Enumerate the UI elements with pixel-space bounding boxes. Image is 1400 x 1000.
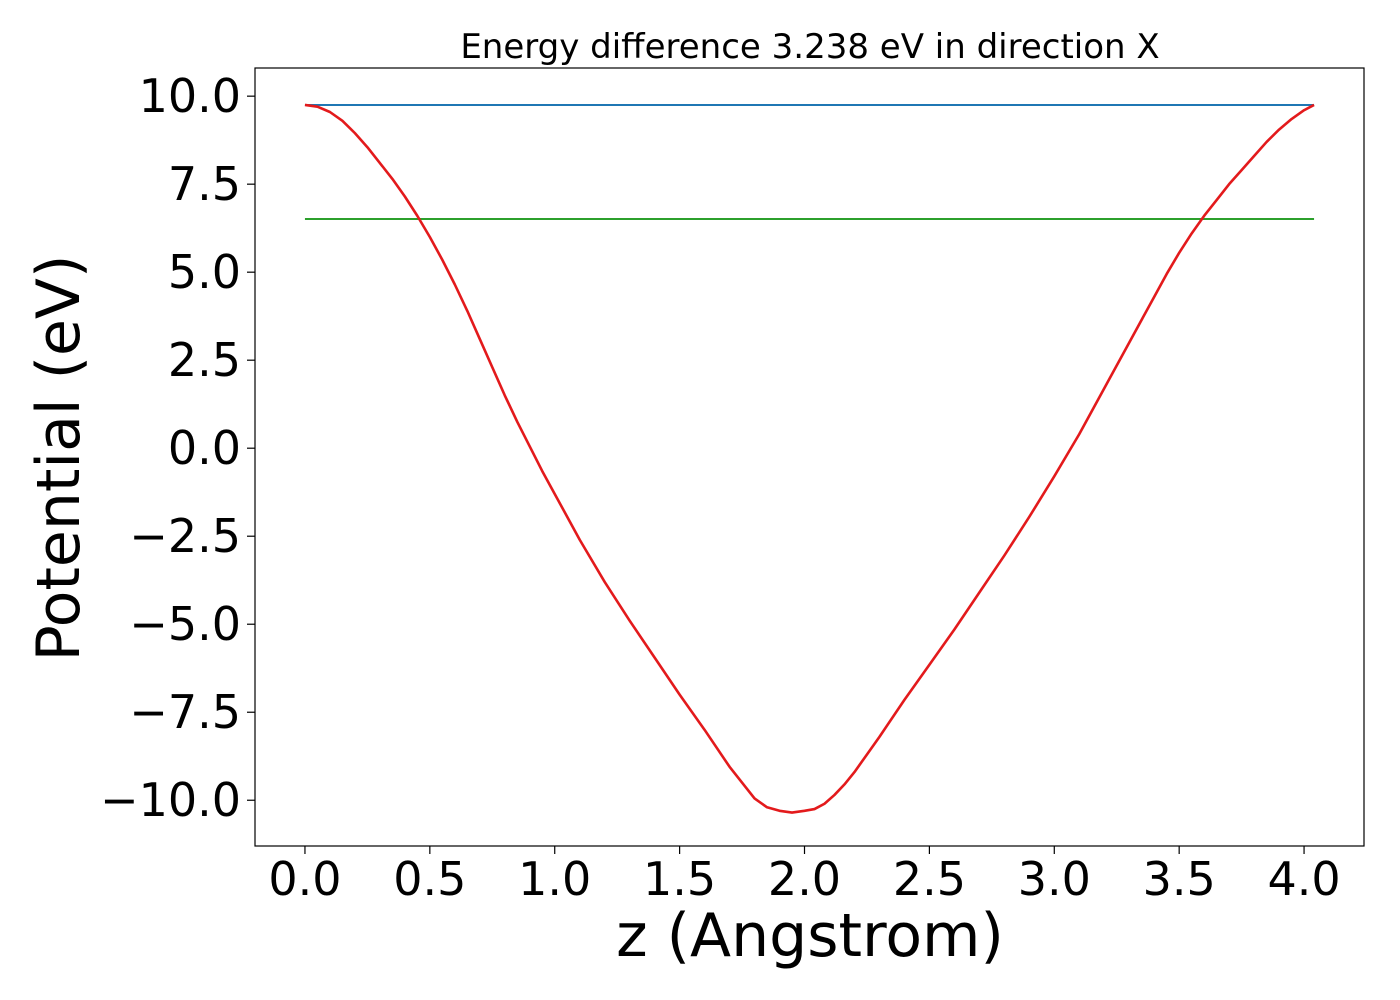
- x-tick-label: 1.5: [643, 852, 716, 906]
- y-axis-label: Potential (eV): [24, 255, 94, 662]
- y-tick-label: −5.0: [129, 597, 241, 651]
- series-line-3: [304, 103, 1315, 814]
- x-tick-label: 2.0: [768, 852, 841, 906]
- x-axis-label: z (Angstrom): [616, 901, 1004, 971]
- y-tick-label: 7.5: [168, 157, 241, 211]
- x-tick-label: 3.5: [1143, 852, 1216, 906]
- y-tick-label: −10.0: [100, 773, 241, 827]
- y-tick-label: 5.0: [168, 245, 241, 299]
- x-tick-label: 0.5: [393, 852, 466, 906]
- y-tick-label: −7.5: [129, 685, 241, 739]
- y-tick-label: 10.0: [139, 69, 241, 123]
- x-tick-label: 0.0: [268, 852, 341, 906]
- y-tick-label: 2.5: [168, 333, 241, 387]
- y-tick-label: 0.0: [168, 421, 241, 475]
- axes: 0.0 0.5 1.0 1.5 2.0 2.5 3.0 3.5 4.0 10.0 7.5 5.0 2.5…: [100, 67, 1365, 906]
- chart-title: Energy difference 3.238 eV in direction …: [460, 27, 1159, 67]
- plot-frame: [254, 67, 1365, 847]
- y-tick-label: −2.5: [129, 509, 241, 563]
- x-tick-label: 2.5: [893, 852, 966, 906]
- x-tick-label: 3.0: [1018, 852, 1091, 906]
- plot-area: [304, 103, 1315, 814]
- x-tick-label: 4.0: [1267, 852, 1340, 906]
- x-tick-label: 1.0: [518, 852, 591, 906]
